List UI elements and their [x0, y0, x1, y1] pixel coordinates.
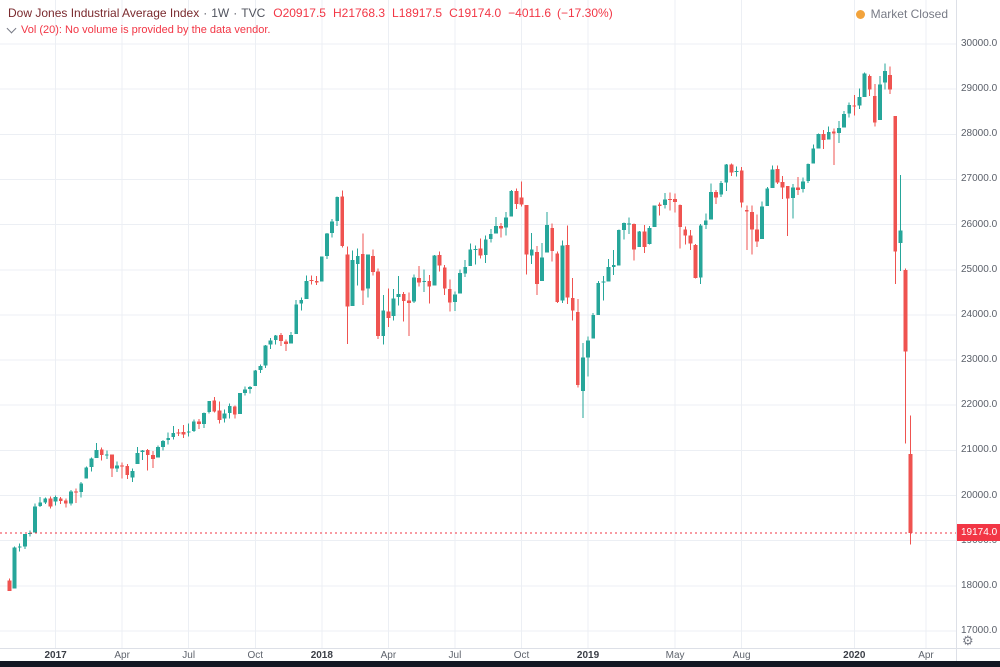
time-tick-label: Oct	[513, 650, 530, 661]
close-label: C	[449, 6, 458, 20]
price-tick-label: 29000.0	[961, 83, 998, 95]
price-tick-label: 24000.0	[961, 308, 998, 320]
price-tick-label: 21000.0	[961, 444, 998, 456]
symbol-title[interactable]: Dow Jones Industrial Average Index	[8, 6, 200, 20]
open-value: 20917.5	[282, 6, 326, 20]
time-tick-label: Apr	[918, 650, 934, 661]
market-closed-dot-icon	[855, 9, 865, 19]
price-tick-label: 27000.0	[961, 173, 998, 185]
time-tick-label: Jul	[182, 650, 196, 661]
time-tick-label: Apr	[380, 650, 397, 661]
time-tick-label: Apr	[114, 650, 130, 661]
time-axis[interactable]: 2017 Apr Jul Oct 2018 Apr Jul Oct 2019 May Aug 2020…	[0, 648, 956, 661]
time-tick-label: 2020	[843, 650, 866, 661]
chart-legend: Dow Jones Industrial Average Index · 1W …	[8, 6, 619, 20]
legend-separator: ·	[233, 6, 238, 20]
close-value: 19174.0	[457, 6, 502, 20]
time-tick-label: Aug	[732, 650, 751, 661]
low-label: L	[392, 6, 399, 20]
price-tick-label: 28000.0	[961, 128, 998, 140]
time-tick-label: Jul	[448, 650, 462, 661]
exchange-label: TVC	[241, 6, 266, 20]
candlestick-chart[interactable]	[0, 0, 956, 648]
market-status-label: Market Closed	[870, 7, 948, 21]
ohlc-values: O20917.5 H21768.3 L18917.5 C19174.0	[273, 6, 508, 20]
price-tick-label: 18000.0	[961, 579, 998, 591]
time-tick-label: Oct	[247, 650, 264, 661]
high-label: H	[332, 6, 342, 20]
price-tick-label: 17000.0	[961, 625, 998, 636]
change-value: −4011.6	[508, 6, 551, 20]
interval-label[interactable]: 1W	[211, 6, 230, 20]
axis-corner	[956, 648, 1000, 661]
volume-indicator-message: Vol (20): No volume is provided by the d…	[21, 24, 271, 36]
time-tick-label: 2017	[44, 650, 67, 661]
price-tick-label: 20000.0	[961, 489, 998, 501]
time-tick-label: 2019	[576, 650, 600, 661]
change-percent: (−17.30%)	[557, 6, 613, 20]
price-tick-label: 26000.0	[961, 218, 998, 230]
bottom-toolbar	[0, 661, 1000, 667]
price-tick-label: 23000.0	[961, 354, 998, 366]
time-tick-label: May	[665, 650, 685, 661]
price-tick-label: 30000.0	[961, 38, 998, 49]
price-tick-label: 22000.0	[961, 399, 998, 411]
volume-indicator-row: Vol (20): No volume is provided by the d…	[6, 23, 271, 36]
legend-separator: ·	[203, 6, 208, 20]
market-status-badge: Market Closed	[855, 7, 948, 21]
high-value: 21768.3	[341, 6, 386, 20]
price-axis[interactable]: 19174.0 30000.0 29000.0 28000.0 27000.0 2600…	[956, 0, 1000, 648]
chevron-down-icon[interactable]	[6, 23, 17, 33]
last-price-tag: 19174.0	[957, 524, 1000, 542]
low-value: 18917.5	[398, 6, 443, 20]
time-tick-label: 2018	[310, 650, 333, 661]
price-tick-label: 25000.0	[961, 263, 998, 275]
settings-gear-icon[interactable]: ⚙	[962, 633, 974, 648]
open-label: O	[273, 6, 283, 20]
